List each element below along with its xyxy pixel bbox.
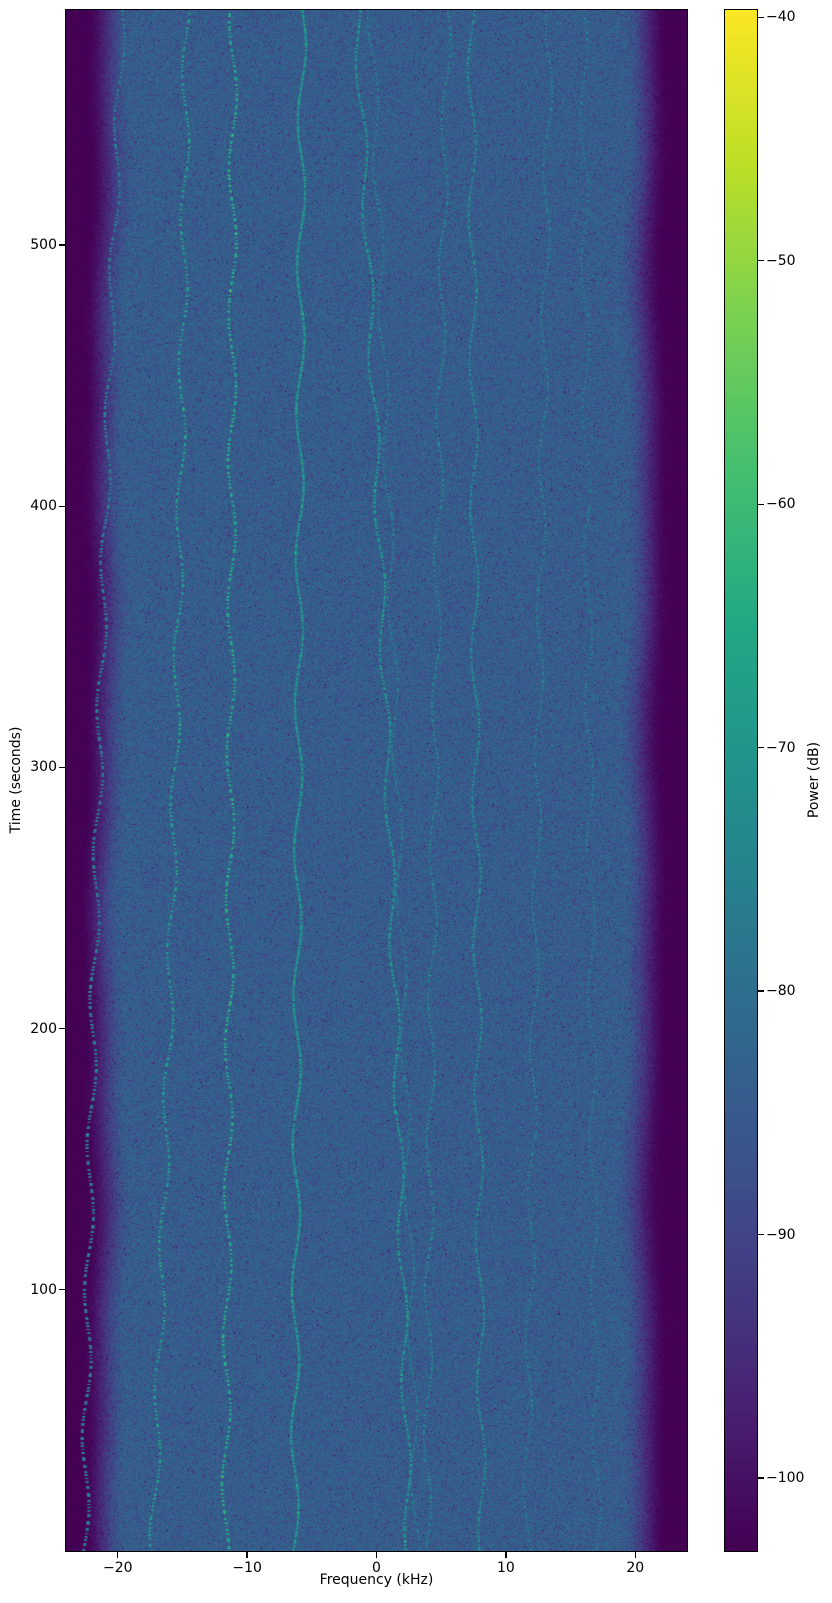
colorbar-tick-label: −60 <box>766 496 796 513</box>
colorbar-gradient <box>725 10 757 1551</box>
colorbar-tick-mark <box>758 1477 764 1479</box>
y-tick-label: 300 <box>30 759 57 776</box>
x-tick-mark <box>246 1552 248 1558</box>
y-tick-label: 400 <box>30 498 57 515</box>
x-tick-label: 20 <box>626 1560 645 1576</box>
x-tick-mark <box>117 1552 119 1558</box>
colorbar-tick-mark <box>758 260 764 262</box>
y-tick-mark <box>59 505 65 507</box>
spectrogram-image <box>66 10 687 1551</box>
y-tick-label: 500 <box>30 237 57 254</box>
x-axis-label: Frequency (kHz) <box>319 1572 434 1588</box>
colorbar-tick-label: −90 <box>766 1226 796 1243</box>
colorbar-tick-label: −50 <box>766 252 796 269</box>
colorbar-tick-label: −70 <box>766 739 796 756</box>
colorbar-tick-mark <box>758 16 764 18</box>
colorbar-tick-label: −40 <box>766 9 796 26</box>
y-tick-mark <box>59 1289 65 1291</box>
x-tick-label: 0 <box>372 1560 381 1576</box>
colorbar-tick-mark <box>758 503 764 505</box>
x-tick-mark <box>375 1552 378 1558</box>
colorbar-tick-label: −100 <box>766 1469 805 1486</box>
colorbar-tick-mark <box>758 990 764 992</box>
colorbar-tick-label: −80 <box>766 983 796 1000</box>
y-tick-label: 100 <box>30 1281 57 1298</box>
colorbar-tick-mark <box>758 746 764 749</box>
y-tick-mark <box>59 1027 65 1030</box>
y-axis-label: Time (seconds) <box>8 726 24 834</box>
x-tick-label: −10 <box>232 1560 262 1576</box>
x-tick-mark <box>505 1552 507 1558</box>
spectrogram-axes <box>65 9 688 1552</box>
colorbar-label: Power (dB) <box>806 741 822 819</box>
x-tick-mark <box>634 1552 636 1558</box>
x-tick-label: 10 <box>496 1560 515 1576</box>
y-tick-label: 200 <box>30 1020 57 1037</box>
x-tick-label: −20 <box>102 1560 133 1576</box>
colorbar-tick-mark <box>758 1233 764 1236</box>
y-tick-mark <box>59 244 65 246</box>
y-tick-mark <box>59 766 65 769</box>
colorbar <box>724 9 758 1552</box>
